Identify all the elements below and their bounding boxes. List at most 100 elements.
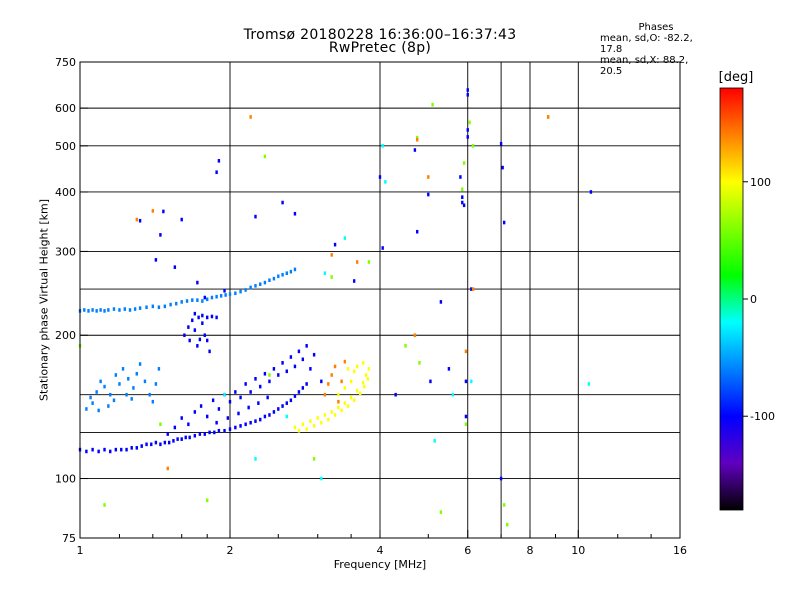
data-point [464, 379, 468, 384]
data-point [163, 440, 167, 445]
y-tick-label: 75 [62, 532, 76, 545]
x-tick-label: 1 [77, 544, 84, 557]
data-point [337, 399, 340, 404]
data-point [193, 410, 197, 414]
data-point [502, 503, 506, 507]
data-point [281, 404, 284, 408]
data-point [461, 187, 464, 192]
data-point [196, 280, 199, 285]
data-point [277, 407, 280, 411]
data-point [249, 390, 252, 394]
colorbar-unit-label: [deg] [718, 70, 754, 85]
data-point [180, 217, 183, 222]
data-point [281, 200, 284, 205]
x-tick-label: 8 [527, 544, 534, 557]
data-point [323, 413, 327, 417]
data-point [499, 141, 503, 146]
data-point [320, 379, 323, 384]
y-tick-label: 300 [55, 245, 76, 258]
data-point [466, 128, 469, 132]
data-point [439, 300, 443, 304]
colorbar: 100 0 -100 [719, 87, 775, 511]
data-point [254, 214, 257, 219]
data-point [215, 294, 218, 299]
data-point [268, 373, 271, 377]
data-point [381, 246, 384, 250]
data-point [363, 384, 366, 389]
data-point [346, 404, 350, 408]
data-point [289, 398, 293, 403]
data-point [145, 305, 148, 310]
data-point [217, 428, 221, 433]
data-point [263, 280, 267, 285]
data-point [203, 295, 206, 300]
data-point [312, 457, 316, 461]
data-point [199, 404, 203, 408]
data-point [244, 382, 247, 386]
data-point [413, 148, 417, 152]
data-point [333, 413, 337, 417]
data-point [228, 292, 232, 296]
data-point [293, 211, 297, 216]
data-point [364, 373, 368, 377]
data-point [234, 425, 237, 430]
data-point [285, 401, 288, 405]
data-point [468, 120, 471, 125]
data-point [112, 307, 116, 311]
data-point [107, 404, 110, 408]
data-point [447, 367, 451, 371]
data-point [205, 498, 209, 503]
x-tick-label: 10 [571, 544, 585, 557]
data-point [349, 395, 353, 400]
data-point [466, 135, 469, 139]
data-point [121, 367, 125, 371]
data-point [367, 260, 371, 264]
data-point [352, 279, 356, 283]
phase-stats-x: mean, sd,X: 88.2, 20.5 [600, 55, 689, 77]
data-point [272, 410, 276, 414]
data-point [176, 437, 179, 441]
data-point [91, 447, 94, 452]
data-point [239, 424, 242, 428]
data-point [180, 300, 183, 304]
data-point [120, 447, 123, 452]
data-point [208, 430, 211, 435]
data-point [154, 382, 158, 386]
data-point [343, 401, 347, 405]
data-point [343, 236, 347, 240]
data-point [151, 304, 155, 309]
data-point [367, 367, 371, 371]
data-point [138, 362, 142, 366]
data-point [193, 328, 197, 332]
data-point [127, 377, 130, 381]
data-point [277, 373, 280, 377]
data-point [128, 308, 132, 312]
data-point [263, 154, 267, 159]
data-point [355, 260, 359, 264]
data-point [366, 377, 369, 381]
data-point [205, 414, 209, 419]
data-point [297, 428, 301, 433]
data-point [135, 217, 138, 222]
data-point [132, 386, 135, 390]
data-point [89, 395, 92, 400]
grid-layer [80, 62, 680, 538]
data-point [464, 414, 468, 419]
data-point [162, 209, 165, 214]
data-point [429, 379, 432, 384]
data-point [109, 392, 112, 397]
data-point [254, 284, 257, 288]
data-point [427, 175, 430, 179]
data-point [263, 414, 267, 419]
data-point [118, 308, 121, 312]
data-point [289, 355, 293, 359]
data-point [305, 344, 308, 348]
data-point [254, 457, 257, 461]
data-point [205, 297, 209, 302]
data-point [330, 410, 333, 414]
data-point [163, 304, 167, 309]
data-point [154, 440, 158, 445]
phase-stats-o: mean, sd,O: -82.2, 17.8 [600, 33, 693, 55]
